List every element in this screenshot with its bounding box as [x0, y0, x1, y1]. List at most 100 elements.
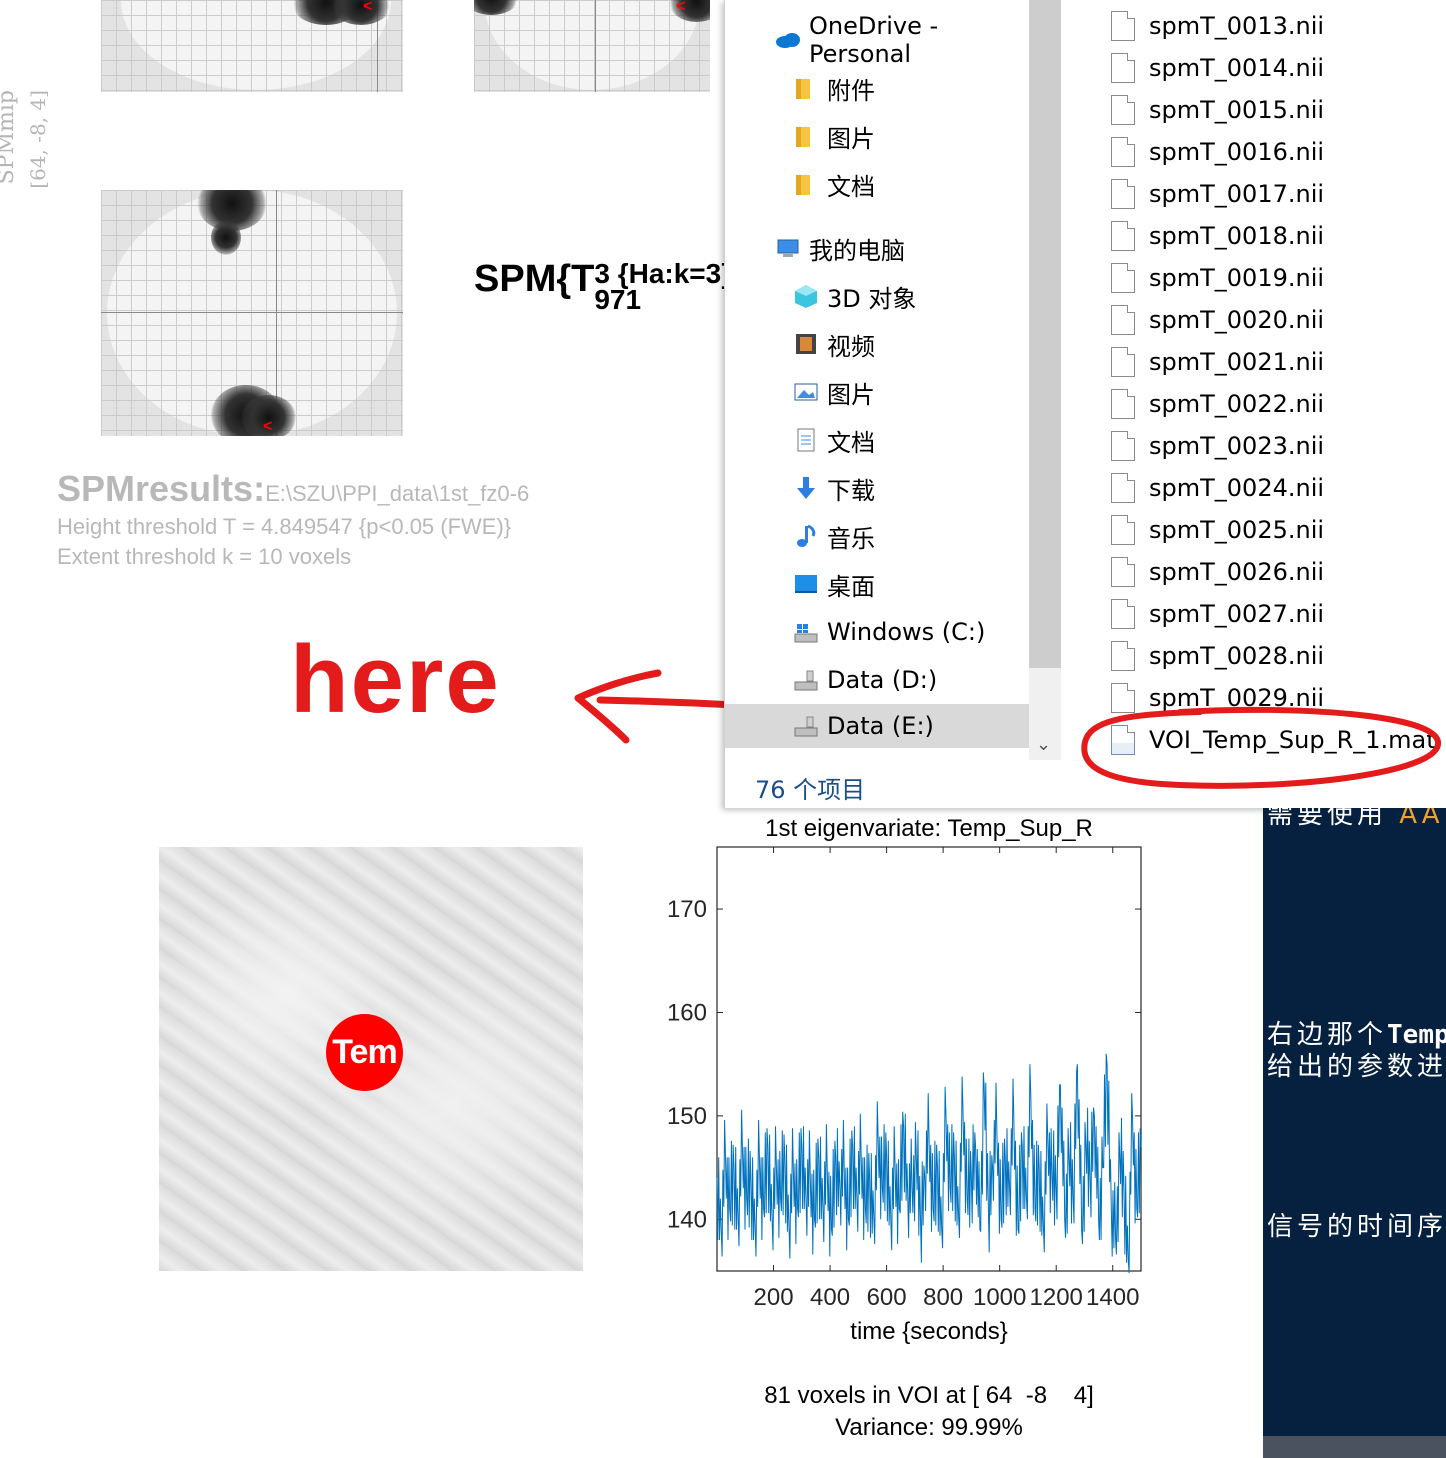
mat-file-icon: [1111, 725, 1135, 755]
file-list-item[interactable]: spmT_0025.nii: [1111, 510, 1324, 550]
cursor-marker: <: [676, 0, 686, 15]
file-list-item[interactable]: spmT_0026.nii: [1111, 552, 1324, 592]
file-list-item[interactable]: spmT_0023.nii: [1111, 426, 1324, 466]
windows-drive-icon: [794, 624, 818, 643]
file-name: spmT_0014.nii: [1149, 54, 1325, 82]
nii-file-icon: [1111, 473, 1135, 503]
nav-3d-objects[interactable]: 3D 对象: [793, 274, 916, 318]
nav-label: 我的电脑: [809, 236, 905, 265]
nii-file-icon: [1111, 305, 1135, 335]
documents-icon: [797, 428, 815, 452]
nav-label: 视频: [827, 332, 875, 361]
nav-label: 附件: [827, 76, 875, 105]
nav-label: 下载: [827, 476, 875, 505]
nii-file-icon: [1111, 53, 1135, 83]
note-line-2: 右边那个: [1267, 1020, 1388, 1050]
file-list-item[interactable]: spmT_0027.nii: [1111, 594, 1324, 634]
y-tick-label: 170: [667, 896, 707, 923]
file-list-item[interactable]: spmT_0016.nii: [1111, 132, 1324, 172]
note-line-4: 信号的时间序: [1267, 1212, 1446, 1242]
music-icon: [797, 524, 816, 547]
download-icon: [797, 477, 815, 499]
nav-attachments[interactable]: 附件: [793, 66, 875, 110]
extent-threshold: Extent threshold k = 10 voxels: [57, 544, 352, 569]
file-list-item[interactable]: spmT_0013.nii: [1111, 6, 1324, 46]
nav-label: Data (E:): [827, 712, 934, 740]
nav-downloads[interactable]: 下载: [793, 466, 875, 510]
nav-onedrive-pictures[interactable]: 图片: [793, 114, 875, 158]
onedrive-icon: [776, 33, 800, 48]
nii-file-icon: [1111, 599, 1135, 629]
variance-info: Variance: 99.99%: [835, 1414, 1023, 1441]
nav-label: 图片: [827, 124, 875, 153]
nav-this-pc[interactable]: 我的电脑: [775, 226, 905, 270]
x-tick-label: 1000: [973, 1284, 1026, 1311]
file-list-item[interactable]: spmT_0014.nii: [1111, 48, 1324, 88]
drive-icon: [794, 670, 818, 691]
nii-file-icon: [1111, 347, 1135, 377]
nav-drive-d[interactable]: Data (D:): [793, 658, 937, 702]
x-tick-label: 200: [754, 1284, 794, 1311]
nav-videos[interactable]: 视频: [793, 322, 875, 366]
nii-file-icon: [1111, 263, 1135, 293]
file-list-item[interactable]: spmT_0017.nii: [1111, 174, 1324, 214]
nav-drive-e[interactable]: Data (E:): [725, 704, 1029, 748]
nii-file-icon: [1111, 95, 1135, 125]
video-icon: [796, 334, 816, 354]
glass-brain-sagittal: <: [101, 0, 403, 92]
file-name: spmT_0017.nii: [1149, 180, 1325, 208]
nav-label: 桌面: [827, 572, 875, 601]
file-list-item[interactable]: spmT_0029.nii: [1111, 678, 1324, 718]
file-list-item[interactable]: VOI_Temp_Sup_R_1.mat: [1111, 720, 1436, 760]
file-list-item[interactable]: spmT_0018.nii: [1111, 216, 1324, 256]
nii-file-icon: [1111, 683, 1135, 713]
nav-label: 文档: [827, 428, 875, 457]
file-name: spmT_0024.nii: [1149, 474, 1325, 502]
nav-desktop[interactable]: 桌面: [793, 562, 875, 606]
file-name: spmT_0026.nii: [1149, 558, 1325, 586]
file-list-item[interactable]: spmT_0015.nii: [1111, 90, 1324, 130]
drive-icon: [794, 716, 818, 737]
note-line-1: 需要使用: [1267, 808, 1388, 830]
voi-voxel-info: 81 voxels in VOI at [ 64 -8 4]: [764, 1382, 1094, 1409]
nii-file-icon: [1111, 389, 1135, 419]
nav-documents[interactable]: 文档: [793, 418, 875, 462]
eigenvariate-plot: 140 150 160 170 200 400 600 800 1000 1200 1400 time…: [667, 846, 1142, 1345]
nii-file-icon: [1111, 431, 1135, 461]
file-name: spmT_0015.nii: [1149, 96, 1325, 124]
file-list-item[interactable]: spmT_0022.nii: [1111, 384, 1324, 424]
note-line-3: 给出的参数进: [1267, 1052, 1446, 1082]
nav-music[interactable]: 音乐: [793, 514, 875, 558]
file-name: spmT_0027.nii: [1149, 600, 1325, 628]
scroll-down-icon[interactable]: ⌄: [1036, 734, 1052, 754]
file-name: spmT_0023.nii: [1149, 432, 1325, 460]
nav-scrollbar-thumb[interactable]: [1029, 0, 1061, 668]
notes-panel: 需要使用 AAL 右边那个Temp 给出的参数进 信号的时间序: [1263, 808, 1446, 1458]
nii-file-icon: [1111, 221, 1135, 251]
x-tick-label: 1400: [1086, 1284, 1139, 1311]
file-list-item[interactable]: spmT_0028.nii: [1111, 636, 1324, 676]
file-list-item[interactable]: spmT_0019.nii: [1111, 258, 1324, 298]
nav-drive-c[interactable]: Windows (C:): [793, 610, 985, 654]
desktop-icon: [795, 575, 817, 593]
nav-pictures[interactable]: 图片: [793, 370, 875, 414]
file-list-item[interactable]: spmT_0021.nii: [1111, 342, 1324, 382]
y-tick-label: 140: [667, 1206, 707, 1233]
file-name: spmT_0018.nii: [1149, 222, 1325, 250]
nav-label: 3D 对象: [827, 284, 917, 313]
plot-axes-box: [716, 846, 1142, 1272]
nii-file-icon: [1111, 641, 1135, 671]
plot-title: 1st eigenvariate: Temp_Sup_R: [765, 815, 1093, 842]
file-list-item[interactable]: spmT_0020.nii: [1111, 300, 1324, 340]
nav-label: OneDrive - Personal: [809, 12, 939, 68]
file-name: spmT_0013.nii: [1149, 12, 1325, 40]
nav-onedrive-documents[interactable]: 文档: [793, 162, 875, 206]
cursor-marker: <: [363, 0, 373, 15]
series-line: [716, 1053, 1142, 1274]
y-tick-label: 150: [667, 1103, 707, 1130]
nav-onedrive[interactable]: OneDrive - Personal: [775, 12, 1029, 68]
nav-label: 音乐: [827, 524, 875, 553]
here-annotation-text: here: [290, 626, 501, 733]
file-list-item[interactable]: spmT_0024.nii: [1111, 468, 1324, 508]
pictures-icon: [794, 383, 818, 401]
